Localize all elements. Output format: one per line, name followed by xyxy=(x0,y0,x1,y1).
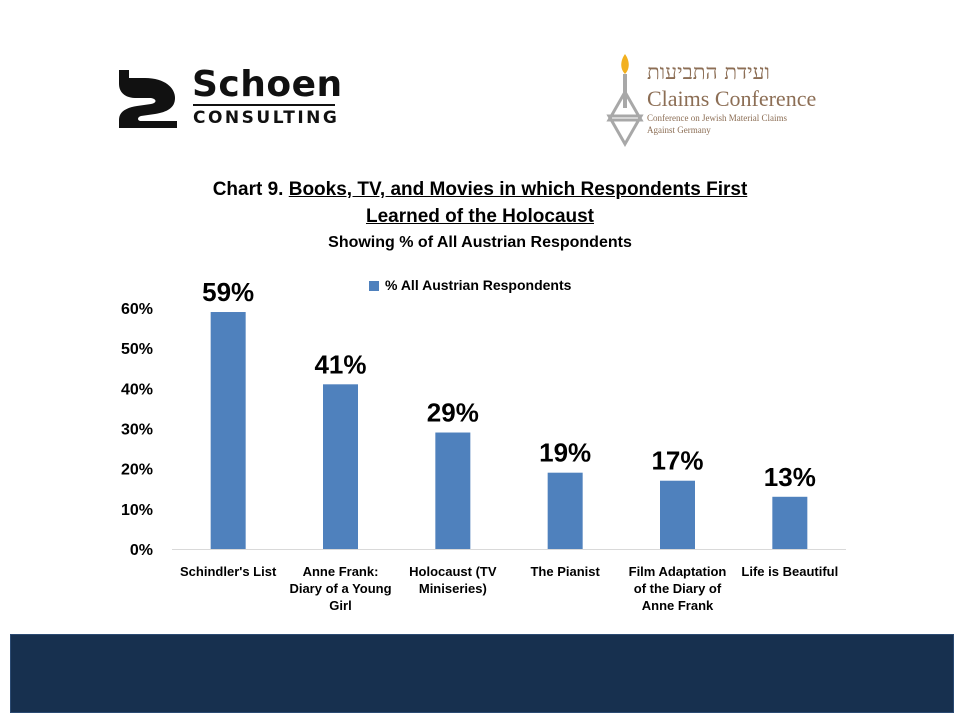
claims-conference-logo: ועידת התביעות Claims Conference Conferen… xyxy=(605,52,825,152)
data-label: 17% xyxy=(651,446,703,476)
claims-logo-hebrew: ועידת התביעות xyxy=(647,60,770,84)
y-tick-label: 20% xyxy=(121,462,153,479)
x-tick-label: Film Adaptation xyxy=(629,564,727,579)
y-tick-label: 10% xyxy=(121,502,153,519)
x-tick-label: Girl xyxy=(329,598,351,613)
x-tick-label: Anne Frank: xyxy=(303,564,379,579)
data-label: 59% xyxy=(202,277,254,307)
data-label: 41% xyxy=(314,349,366,379)
bar-chart: 0% 10% 20% 30% 40% 50% 60% 59% Schindler's List 4… xyxy=(121,277,846,613)
bar xyxy=(210,312,246,549)
x-tick-label: Miniseries) xyxy=(419,581,487,596)
legend-label: % All Austrian Respondents xyxy=(385,277,572,293)
bar xyxy=(772,496,808,549)
x-tick-label: The Pianist xyxy=(530,564,600,579)
chart-title-prefix: Chart 9. xyxy=(212,179,289,200)
bar xyxy=(435,432,471,549)
bar xyxy=(323,384,358,549)
y-tick-label: 30% xyxy=(121,422,153,439)
x-tick-label: Holocaust (TV xyxy=(409,564,497,579)
schoen-logo-sub: CONSULTING xyxy=(193,108,340,128)
data-label: 13% xyxy=(764,462,816,492)
y-tick-label: 0% xyxy=(130,542,153,559)
x-tick-label: Diary of a Young xyxy=(289,581,391,596)
schoen-s-mark-icon xyxy=(119,70,177,128)
legend-swatch xyxy=(369,281,379,292)
chart-legend: % All Austrian Respondents xyxy=(369,277,571,293)
claims-logo-sub-line2: Against Germany xyxy=(647,125,711,135)
data-label: 19% xyxy=(539,438,591,468)
chart-title-line1: Books, TV, and Movies in which Responden… xyxy=(288,179,748,200)
chart-title-line2: Learned of the Holocaust xyxy=(365,206,595,227)
x-tick-label: of the Diary of xyxy=(634,581,722,596)
claims-logo-sub-line1: Conference on Jewish Material Claims xyxy=(647,113,787,123)
claims-logo-name: Claims Conference xyxy=(647,86,817,111)
y-tick-label: 40% xyxy=(121,381,153,398)
data-label: 29% xyxy=(427,398,479,428)
x-tick-label: Anne Frank xyxy=(642,598,714,613)
x-tick-label: Schindler's List xyxy=(180,564,277,579)
bar xyxy=(660,480,695,549)
y-tick-label: 50% xyxy=(121,341,153,358)
schoen-logo-name: Schoen xyxy=(192,64,343,105)
schoen-consulting-logo: Schoen CONSULTING xyxy=(115,64,345,132)
claims-logo-sub: Conference on Jewish Material Claims Aga… xyxy=(647,112,787,136)
bar xyxy=(547,472,583,549)
star-of-david-candle-icon xyxy=(606,54,644,148)
y-tick-label: 60% xyxy=(121,301,153,318)
footer-band xyxy=(10,634,954,713)
chart-subtitle: Showing % of All Austrian Respondents xyxy=(328,234,632,251)
chart-title: Chart 9. Books, TV, and Movies in which … xyxy=(0,176,960,230)
schoen-logo-rule xyxy=(193,104,335,106)
x-tick-label: Life is Beautiful xyxy=(741,564,838,579)
